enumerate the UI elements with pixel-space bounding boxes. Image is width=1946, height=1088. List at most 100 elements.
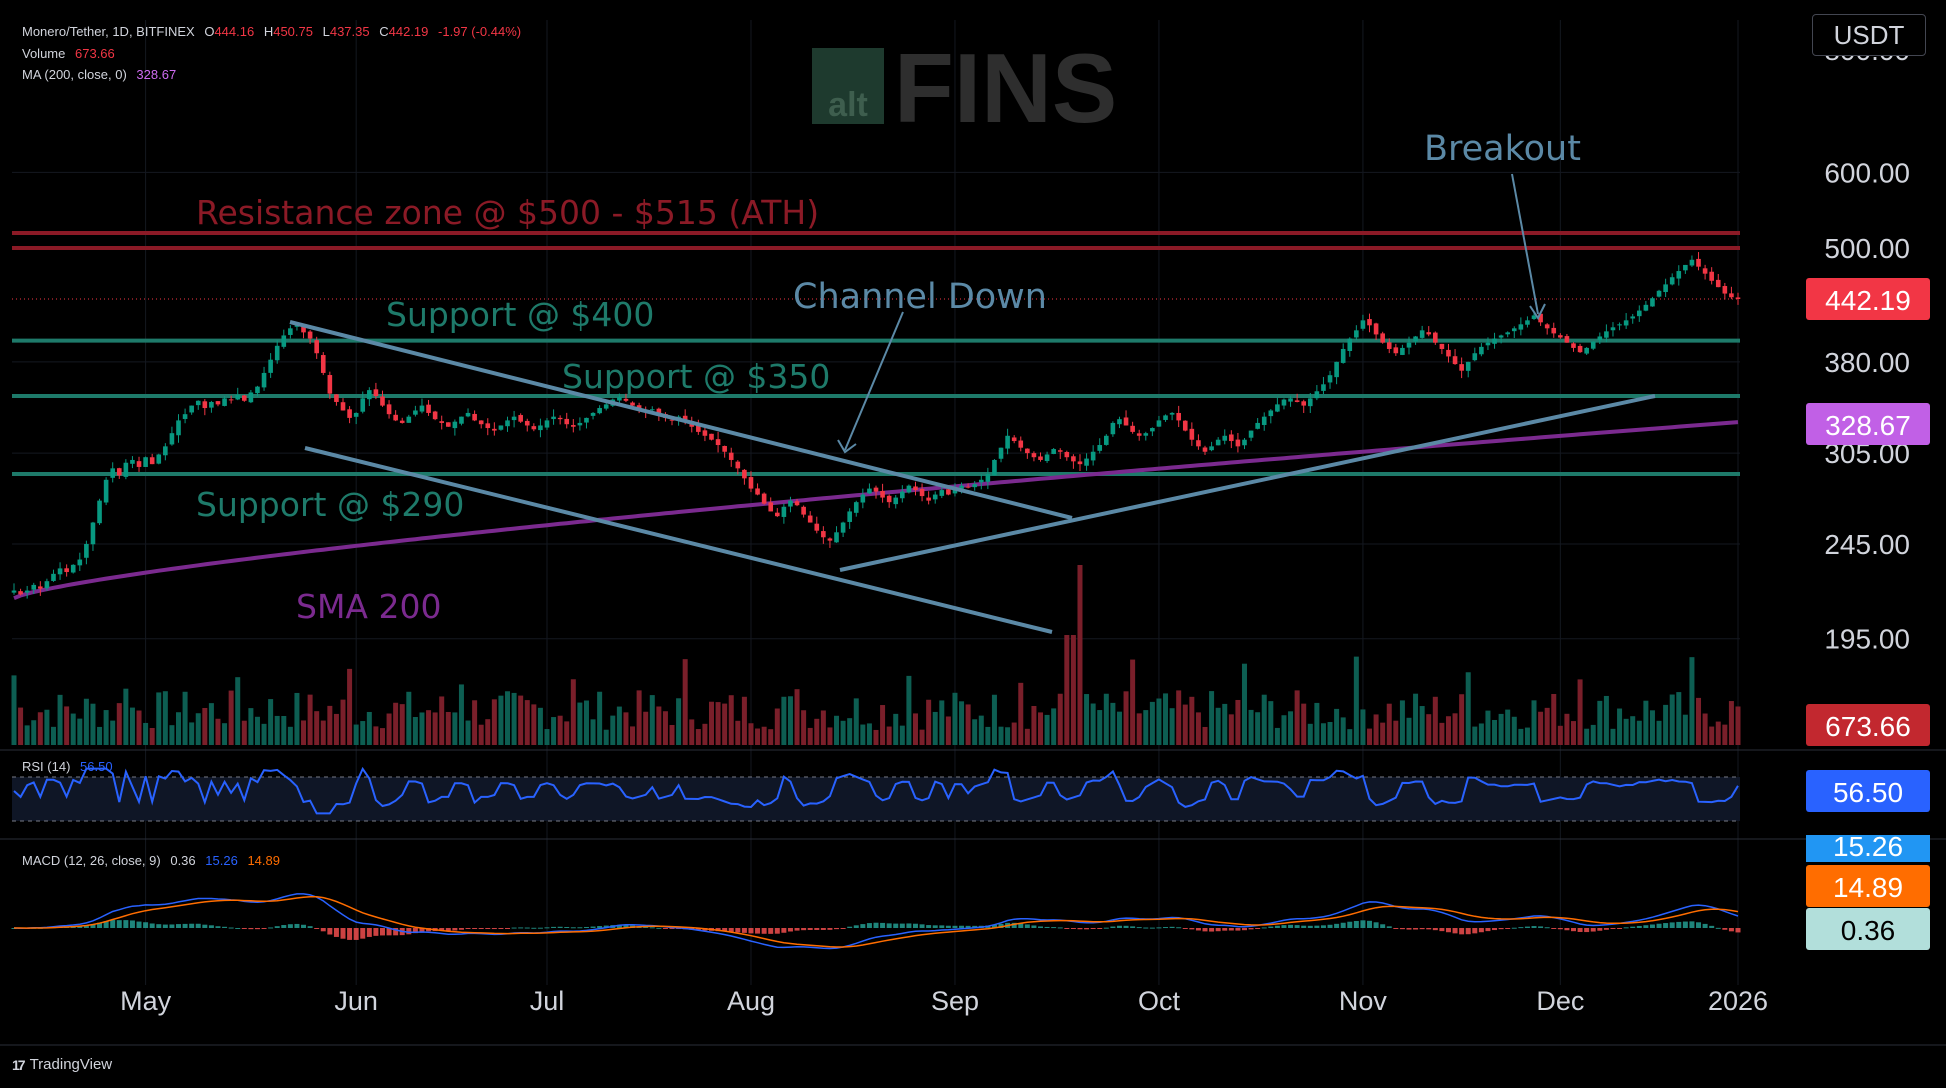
candle-82 bbox=[551, 409, 556, 425]
volume-bar-239 bbox=[1584, 728, 1590, 745]
macd-hist-bar-112 bbox=[748, 928, 754, 934]
candle-77 bbox=[518, 413, 523, 423]
macd-hist-bar-46 bbox=[314, 928, 320, 929]
macd-hist-bar-104 bbox=[695, 928, 701, 931]
volume-bar-255 bbox=[1689, 657, 1695, 745]
macd-hist-bar-260 bbox=[1722, 928, 1728, 930]
macd-hist-bar-79 bbox=[531, 927, 537, 929]
candle-3 bbox=[31, 582, 37, 595]
candle-35 bbox=[242, 394, 247, 402]
candle-243 bbox=[1610, 322, 1616, 337]
watermark-fins: FINS bbox=[894, 33, 1117, 143]
volume-bar-196 bbox=[1301, 703, 1307, 745]
macd-hist-bar-18 bbox=[129, 920, 135, 928]
volume-bar-254 bbox=[1682, 714, 1688, 745]
volume-bar-110 bbox=[735, 720, 741, 745]
candle-106 bbox=[709, 433, 714, 441]
legend-rsi-value: 56.50 bbox=[80, 759, 113, 774]
badge-rsi-bg bbox=[1806, 770, 1930, 812]
volume-bar-74 bbox=[498, 695, 504, 745]
candle-170 bbox=[1130, 421, 1135, 434]
candle-179 bbox=[1189, 422, 1195, 446]
candle-23 bbox=[163, 443, 168, 461]
candle-182 bbox=[1209, 441, 1214, 452]
volume-bar-60 bbox=[406, 691, 412, 745]
candle-172 bbox=[1143, 431, 1149, 441]
volume-bar-118 bbox=[787, 696, 793, 745]
volume-bar-105 bbox=[702, 723, 708, 745]
volume-bar-77 bbox=[518, 695, 524, 745]
volume-bar-58 bbox=[393, 702, 399, 745]
macd-hist-bar-191 bbox=[1268, 926, 1274, 928]
x-tick-label-2: Jul bbox=[530, 986, 565, 1016]
volume-bar-151 bbox=[1005, 727, 1011, 745]
macd-hist-bar-73 bbox=[491, 928, 497, 930]
volume-bar-230 bbox=[1524, 727, 1530, 745]
candle-114 bbox=[761, 492, 767, 505]
macd-hist-bar-121 bbox=[807, 928, 813, 930]
volume-bar-78 bbox=[524, 700, 530, 745]
volume-bar-115 bbox=[768, 729, 774, 745]
candle-162 bbox=[1077, 454, 1083, 472]
volume-bar-174 bbox=[1156, 698, 1162, 745]
volume-bar-34 bbox=[235, 677, 241, 745]
candle-187 bbox=[1242, 437, 1247, 450]
volume-bar-179 bbox=[1189, 696, 1195, 745]
macd-hist-bar-156 bbox=[1038, 926, 1044, 928]
volume-bar-222 bbox=[1472, 726, 1478, 745]
candle-15 bbox=[110, 462, 116, 483]
volume-bar-245 bbox=[1623, 718, 1629, 745]
macd-hist-bar-161 bbox=[1070, 928, 1076, 929]
volume-bar-66 bbox=[445, 711, 451, 745]
macd-hist-bar-136 bbox=[906, 923, 912, 928]
candle-49 bbox=[334, 394, 339, 406]
candle-153 bbox=[1018, 436, 1024, 452]
volume-bar-227 bbox=[1505, 709, 1511, 745]
candle-109 bbox=[728, 447, 734, 467]
macd-hist-bar-115 bbox=[768, 928, 774, 934]
macd-signal-line bbox=[14, 895, 1739, 948]
volume-bar-164 bbox=[1090, 703, 1096, 745]
macd-hist-bar-175 bbox=[1163, 927, 1169, 929]
candle-259 bbox=[1715, 274, 1721, 288]
macd-hist-bar-14 bbox=[103, 921, 109, 928]
macd-hist-bar-92 bbox=[616, 924, 622, 928]
tradingview-footer[interactable]: 17 TradingView bbox=[12, 1056, 112, 1073]
x-tick-label-6: Nov bbox=[1339, 986, 1388, 1016]
macd-hist-bar-257 bbox=[1702, 923, 1708, 928]
macd-hist-bar-211 bbox=[1399, 928, 1405, 930]
legend-ma-line: MA (200, close, 0) 328.67 bbox=[22, 67, 182, 82]
volume-bar-232 bbox=[1538, 711, 1544, 745]
volume-bar-134 bbox=[893, 713, 899, 745]
volume-bar-226 bbox=[1498, 713, 1504, 745]
candle-5 bbox=[44, 578, 50, 591]
volume-bar-176 bbox=[1169, 708, 1175, 745]
macd-hist-bar-82 bbox=[551, 926, 557, 928]
macd-hist-bar-53 bbox=[360, 928, 366, 939]
candle-229 bbox=[1518, 317, 1524, 336]
macd-hist-bar-131 bbox=[873, 922, 879, 928]
macd-hist-bar-67 bbox=[452, 928, 458, 931]
y-tick-label-2: 500.00 bbox=[1824, 233, 1910, 264]
volume-bar-248 bbox=[1643, 700, 1649, 745]
legend-macd-line: MACD (12, 26, close, 9) 0.36 15.26 14.89 bbox=[22, 853, 286, 868]
annotation-resistance: Resistance zone @ $500 - $515 (ATH) bbox=[196, 193, 819, 232]
volume-bar-210 bbox=[1393, 720, 1399, 745]
macd-hist-bar-135 bbox=[899, 923, 905, 928]
volume-bar-171 bbox=[1136, 713, 1142, 745]
candle-20 bbox=[143, 456, 148, 467]
candle-21 bbox=[149, 453, 155, 465]
macd-hist-bar-225 bbox=[1492, 928, 1498, 931]
macd-hist-bar-24 bbox=[169, 924, 175, 928]
candle-195 bbox=[1294, 393, 1300, 403]
volume-bar-200 bbox=[1327, 721, 1333, 745]
volume-bar-218 bbox=[1445, 716, 1451, 745]
volume-bar-136 bbox=[906, 675, 912, 745]
candle-64 bbox=[432, 410, 438, 421]
candle-223 bbox=[1479, 343, 1484, 357]
macd-hist-bar-69 bbox=[465, 928, 471, 929]
volume-bar-135 bbox=[899, 725, 905, 745]
currency-selector[interactable]: USDT bbox=[1812, 14, 1926, 56]
candle-213 bbox=[1413, 335, 1418, 345]
